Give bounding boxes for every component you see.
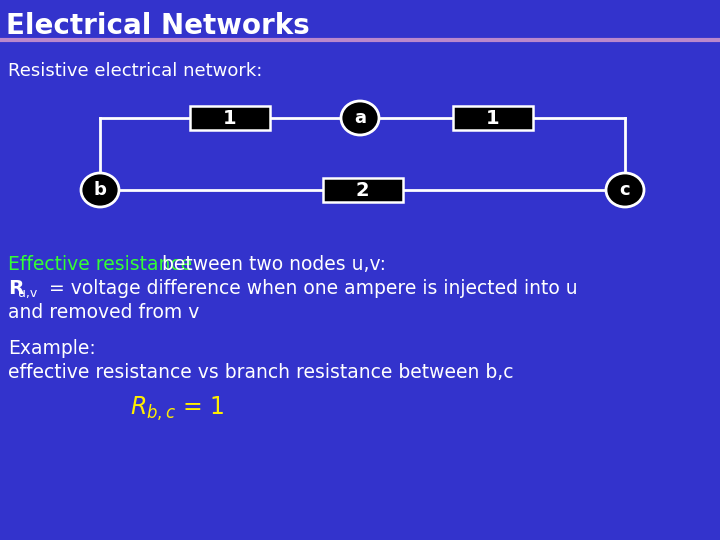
FancyBboxPatch shape [323, 178, 402, 202]
FancyBboxPatch shape [0, 0, 720, 38]
Ellipse shape [81, 173, 119, 207]
Text: Example:: Example: [8, 339, 96, 358]
Text: R: R [8, 279, 24, 298]
FancyBboxPatch shape [190, 106, 270, 130]
Text: 2: 2 [356, 180, 369, 199]
Text: Resistive electrical network:: Resistive electrical network: [8, 62, 262, 80]
Text: 1: 1 [223, 109, 237, 127]
FancyBboxPatch shape [452, 106, 533, 130]
Text: between two nodes u,v:: between two nodes u,v: [156, 255, 386, 274]
Ellipse shape [606, 173, 644, 207]
Text: = voltage difference when one ampere is injected into u: = voltage difference when one ampere is … [43, 279, 577, 298]
Text: 1: 1 [486, 109, 499, 127]
Text: Electrical Networks: Electrical Networks [6, 12, 310, 40]
Ellipse shape [341, 101, 379, 135]
Text: u,v: u,v [18, 287, 37, 300]
Text: b: b [94, 181, 107, 199]
Text: Effective resistance: Effective resistance [8, 255, 192, 274]
Text: a: a [354, 109, 366, 127]
Text: and removed from v: and removed from v [8, 303, 199, 322]
Text: effective resistance vs branch resistance between b,c: effective resistance vs branch resistanc… [8, 363, 513, 382]
Text: $\mathit{R}_{b,c}$ = 1: $\mathit{R}_{b,c}$ = 1 [130, 395, 225, 423]
Text: c: c [620, 181, 630, 199]
